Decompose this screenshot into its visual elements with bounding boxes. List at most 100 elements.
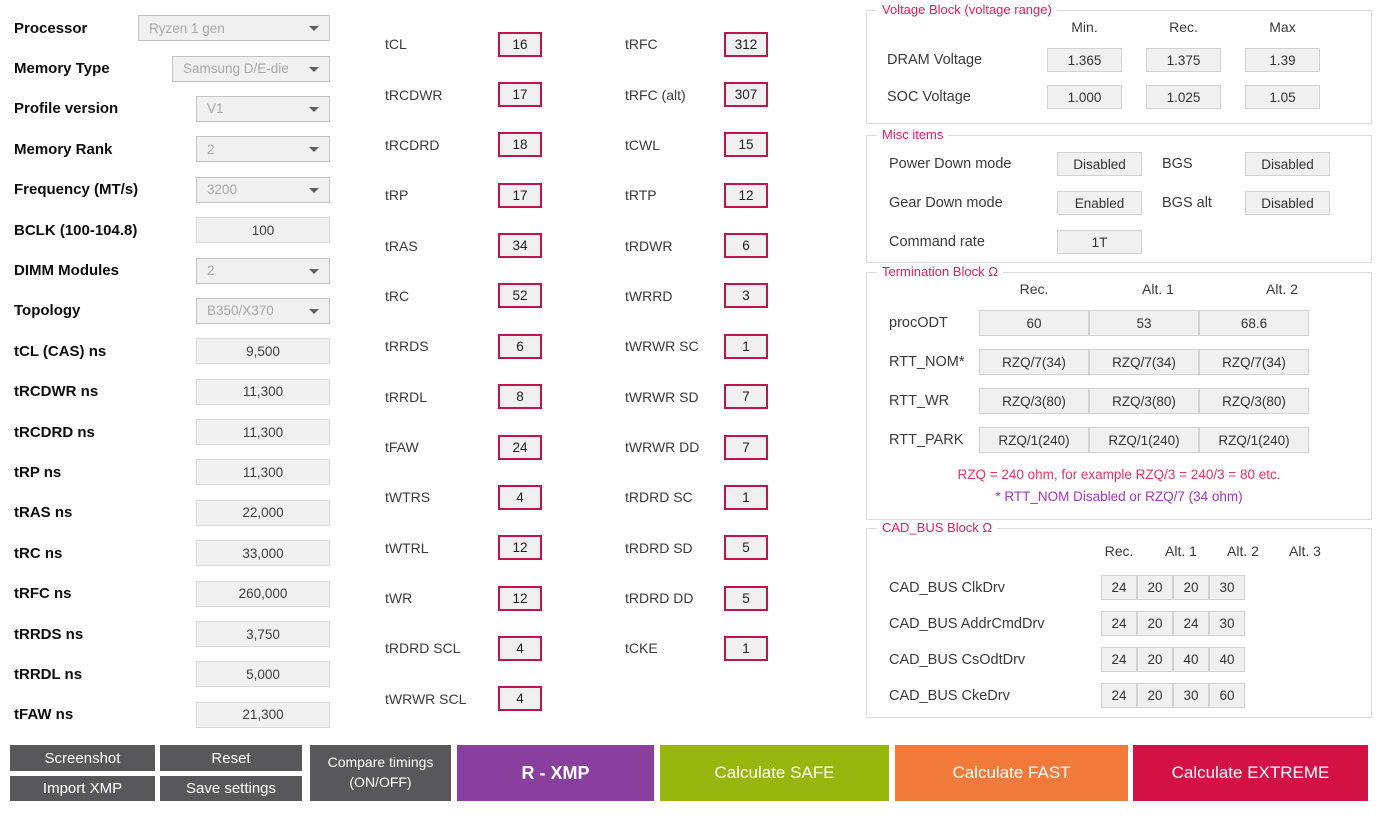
voltage-value-cell[interactable]: 1.39 (1245, 48, 1320, 72)
timing-value-box[interactable]: 4 (498, 484, 542, 510)
timing-value: 4 (516, 691, 524, 707)
timing-value-box[interactable]: 34 (498, 233, 542, 259)
timing-value-box[interactable]: 312 (724, 31, 768, 57)
timing-value-box[interactable]: 12 (498, 535, 542, 561)
cad-bus-value-cell[interactable]: 24 (1101, 575, 1137, 600)
voltage-value-cell[interactable]: 1.365 (1047, 48, 1122, 72)
timing-value-box[interactable]: 17 (498, 82, 542, 108)
timing-value-box[interactable]: 307 (724, 82, 768, 108)
termination-value-cell[interactable]: RZQ/3(80) (1089, 388, 1199, 414)
reset-button[interactable]: Reset (160, 745, 302, 771)
setting-control[interactable]: 2 (196, 136, 330, 163)
cad-bus-value-cell[interactable]: 24 (1101, 647, 1137, 672)
timing-value-box[interactable]: 6 (724, 233, 768, 259)
misc-value-button[interactable]: 1T (1057, 230, 1142, 254)
timing-value-box[interactable]: 24 (498, 434, 542, 460)
timing-value-box[interactable]: 15 (724, 132, 768, 158)
termination-value-cell[interactable]: RZQ/7(34) (1199, 349, 1309, 375)
calculate-fast-button[interactable]: Calculate FAST (895, 745, 1128, 801)
termination-value-cell[interactable]: RZQ/3(80) (979, 388, 1089, 414)
timing-value-box[interactable]: 18 (498, 132, 542, 158)
timing-value-box[interactable]: 4 (498, 686, 542, 712)
setting-control[interactable]: 3200 (196, 176, 330, 203)
timing-value-box[interactable]: 1 (724, 333, 768, 359)
misc-value-button-2[interactable]: Disabled (1245, 191, 1330, 215)
cad-bus-value-cell[interactable]: 30 (1209, 611, 1245, 636)
voltage-value-cell[interactable]: 1.025 (1146, 85, 1221, 109)
setting-label: tCL (CAS) ns (14, 342, 107, 360)
timing-value-box[interactable]: 3 (724, 283, 768, 309)
cad-bus-value-cell[interactable]: 30 (1209, 575, 1245, 600)
setting-control[interactable]: 5,000 (196, 661, 330, 688)
setting-control[interactable]: 100 (196, 217, 330, 244)
timing-value-box[interactable]: 1 (724, 484, 768, 510)
cad-bus-value-cell[interactable]: 24 (1101, 611, 1137, 636)
misc-value-button[interactable]: Enabled (1057, 191, 1142, 215)
timing-value-box[interactable]: 6 (498, 333, 542, 359)
cad-bus-value-cell[interactable]: 20 (1137, 611, 1173, 636)
setting-control[interactable]: B350/X370 (196, 297, 330, 324)
setting-control[interactable]: Samsung D/E-die (172, 55, 330, 82)
cad-bus-value-cell[interactable]: 20 (1173, 575, 1209, 600)
import-xmp-button[interactable]: Import XMP (10, 776, 155, 801)
calculate-extreme-button[interactable]: Calculate EXTREME (1133, 745, 1368, 801)
cad-bus-value-cell[interactable]: 40 (1173, 647, 1209, 672)
termination-value-cell[interactable]: 53 (1089, 310, 1199, 336)
voltage-value-cell[interactable]: 1.05 (1245, 85, 1320, 109)
setting-control[interactable]: Ryzen 1 gen (138, 15, 330, 42)
setting-control[interactable]: 33,000 (196, 540, 330, 567)
setting-row: Profile version V1 (14, 89, 330, 129)
setting-control[interactable]: V1 (196, 95, 330, 122)
timing-value-box[interactable]: 12 (724, 182, 768, 208)
compare-timings-button[interactable]: Compare timings (ON/OFF) (310, 745, 451, 801)
cad-bus-value-cell[interactable]: 20 (1137, 575, 1173, 600)
setting-control[interactable]: 11,300 (196, 419, 330, 446)
cad-bus-value-cell[interactable]: 24 (1173, 611, 1209, 636)
setting-control[interactable]: 3,750 (196, 621, 330, 648)
calculate-safe-button[interactable]: Calculate SAFE (660, 745, 889, 801)
termination-value-cell[interactable]: RZQ/7(34) (1089, 349, 1199, 375)
timing-value-box[interactable]: 1 (724, 635, 768, 661)
timing-value-box[interactable]: 7 (724, 434, 768, 460)
voltage-value-cell[interactable]: 1.000 (1047, 85, 1122, 109)
cad-bus-value-cell[interactable]: 60 (1209, 683, 1245, 708)
timing-value: 7 (742, 439, 750, 455)
setting-control[interactable]: 21,300 (196, 701, 330, 728)
r-xmp-button[interactable]: R - XMP (457, 745, 654, 801)
termination-value-cell[interactable]: 60 (979, 310, 1089, 336)
termination-value-cell[interactable]: RZQ/7(34) (979, 349, 1089, 375)
cad-bus-value-cell[interactable]: 20 (1137, 647, 1173, 672)
termination-value-cell[interactable]: RZQ/1(240) (1089, 427, 1199, 453)
timing-value-box[interactable]: 4 (498, 635, 542, 661)
cad-bus-value-cell[interactable]: 24 (1101, 683, 1137, 708)
cad-bus-value-cell[interactable]: 20 (1137, 683, 1173, 708)
termination-value-cell[interactable]: RZQ/3(80) (1199, 388, 1309, 414)
misc-value-button[interactable]: Disabled (1057, 152, 1142, 176)
setting-value: 3,750 (246, 626, 280, 642)
setting-control[interactable]: 2 (196, 257, 330, 284)
timing-value-box[interactable]: 16 (498, 31, 542, 57)
setting-control[interactable]: 22,000 (196, 499, 330, 526)
misc-value-button-2[interactable]: Disabled (1245, 152, 1330, 176)
timing-value-box[interactable]: 12 (498, 585, 542, 611)
timing-value-box[interactable]: 5 (724, 585, 768, 611)
save-settings-button[interactable]: Save settings (160, 776, 302, 801)
cad-bus-value-cell[interactable]: 30 (1173, 683, 1209, 708)
setting-control[interactable]: 11,300 (196, 459, 330, 486)
compare-timings-line2: (ON/OFF) (349, 774, 412, 790)
setting-control[interactable]: 11,300 (196, 378, 330, 405)
termination-value-cell[interactable]: RZQ/1(240) (979, 427, 1089, 453)
setting-control[interactable]: 260,000 (196, 580, 330, 607)
screenshot-button[interactable]: Screenshot (10, 745, 155, 771)
timing-value-box[interactable]: 7 (724, 384, 768, 410)
timing-value-box[interactable]: 5 (724, 535, 768, 561)
cad-bus-row-label: CAD_BUS ClkDrv (889, 579, 1006, 596)
termination-value-cell[interactable]: 68.6 (1199, 310, 1309, 336)
cad-bus-value-cell[interactable]: 40 (1209, 647, 1245, 672)
timing-value-box[interactable]: 17 (498, 182, 542, 208)
termination-value-cell[interactable]: RZQ/1(240) (1199, 427, 1309, 453)
timing-value-box[interactable]: 8 (498, 384, 542, 410)
voltage-value-cell[interactable]: 1.375 (1146, 48, 1221, 72)
setting-control[interactable]: 9,500 (196, 338, 330, 365)
timing-value-box[interactable]: 52 (498, 283, 542, 309)
